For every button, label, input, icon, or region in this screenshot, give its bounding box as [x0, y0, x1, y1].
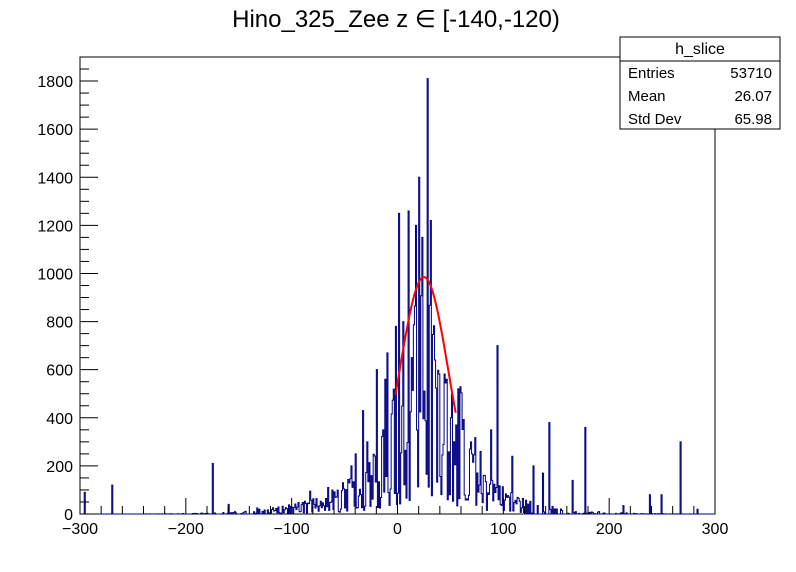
stats-box-frame	[619, 36, 781, 130]
y-tick-label: 1600	[37, 122, 73, 139]
histogram-series	[80, 78, 715, 515]
stats-stddev-label: Std Dev	[628, 111, 682, 128]
stats-mean-label: Mean	[628, 88, 666, 105]
histogram-line	[80, 78, 715, 515]
x-tick-label: −300	[62, 521, 98, 538]
stats-stddev-value: 65.98	[734, 111, 772, 128]
stats-mean-value: 26.07	[734, 88, 772, 105]
x-tick-label: 200	[596, 521, 623, 538]
x-tick-label: −200	[168, 521, 204, 538]
y-tick-label: 400	[46, 411, 73, 428]
gaussian-fit	[394, 276, 457, 413]
x-tick-label: −100	[274, 521, 310, 538]
stats-box: h_slice Entries 53710 Mean 26.07 Std Dev…	[619, 36, 781, 130]
x-tick-label: 300	[702, 521, 729, 538]
y-tick-label: 0	[64, 507, 73, 524]
stats-entries-value: 53710	[730, 65, 772, 82]
y-tick-label: 800	[46, 315, 73, 332]
x-tick-label: 0	[393, 521, 402, 538]
y-tick-label: 200	[46, 459, 73, 476]
y-tick-label: 600	[46, 363, 73, 380]
y-tick-label: 1800	[37, 74, 73, 91]
chart-title: Hino_325_Zee z ∈ [-140,-120)	[232, 6, 560, 33]
y-tick-label: 1200	[37, 218, 73, 235]
axes: −300 −200 −100 0 100 200 300 0 200 400 600 800 1000 1…	[37, 56, 729, 538]
stats-box-name: h_slice	[675, 41, 725, 58]
stats-entries-label: Entries	[628, 65, 675, 82]
y-tick-label: 1400	[37, 170, 73, 187]
fit-curve	[394, 276, 457, 413]
y-tick-label: 1000	[37, 266, 73, 283]
x-tick-label: 100	[490, 521, 517, 538]
